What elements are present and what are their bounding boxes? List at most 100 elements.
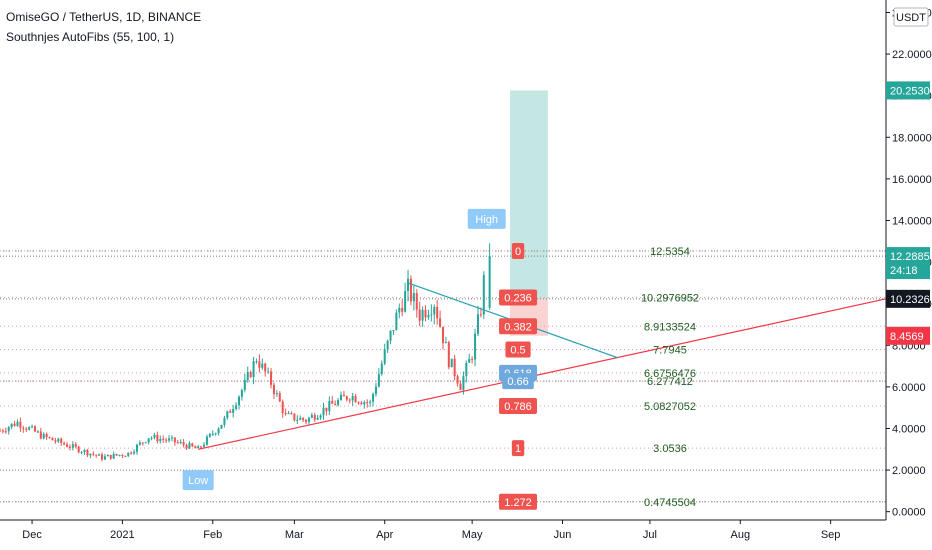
candle-body: [156, 434, 159, 442]
candle-body: [366, 402, 369, 404]
candle-body: [150, 437, 153, 439]
candle-body: [112, 453, 115, 459]
candle-body: [421, 309, 424, 321]
candle-body: [0, 430, 2, 432]
candle-body: [45, 433, 48, 438]
candle-body: [144, 442, 147, 444]
y-tick-label: 0.0000: [892, 507, 926, 519]
candle-body: [86, 449, 89, 456]
fib-ratio-label: 0: [515, 246, 521, 258]
fib-ratio-label: 0.5: [510, 345, 525, 357]
candle-body: [200, 446, 203, 448]
candle-body: [369, 401, 372, 403]
candle-body: [170, 437, 173, 439]
candle-body: [272, 384, 275, 394]
candle-body: [450, 358, 453, 368]
candle-body: [424, 309, 427, 318]
candle-body: [39, 431, 42, 439]
candle-body: [415, 293, 418, 310]
candle-body: [153, 434, 156, 438]
annotation-low-box: [182, 470, 214, 491]
candle-body: [456, 376, 459, 384]
candle-body: [345, 396, 348, 400]
candle-body: [430, 314, 433, 316]
candle-body: [98, 454, 101, 456]
x-tick-label: Sep: [821, 529, 841, 541]
y-tick-label: 16.0000: [892, 174, 932, 186]
fib-badge-1: [499, 289, 538, 306]
candle-body: [109, 454, 112, 459]
candle-body: [1, 430, 4, 432]
candle-body: [141, 442, 144, 444]
fib-value-label: 5.0827052: [644, 401, 696, 413]
candle-body: [115, 453, 118, 456]
candle-body: [339, 394, 343, 401]
candle-body: [264, 363, 267, 372]
candle-body: [331, 400, 334, 404]
fib-badge-8: [499, 493, 538, 510]
candle-body: [278, 393, 281, 402]
candle-body: [22, 427, 25, 429]
fib-value-label: 6.277412: [647, 376, 693, 388]
candle-body: [124, 455, 127, 457]
candle-body: [51, 437, 54, 441]
candle-body: [377, 374, 380, 387]
price-tag-text: 10.2326: [890, 294, 930, 306]
candle-body: [479, 314, 482, 316]
fib-value-label: 0.4745504: [644, 497, 696, 509]
candle-body: [127, 452, 130, 457]
candle-body: [217, 428, 220, 434]
candle-body: [77, 446, 80, 453]
candle-body: [179, 442, 182, 444]
x-tick-label: Jul: [643, 529, 657, 541]
candle-body: [135, 444, 139, 452]
candle-body: [10, 423, 13, 428]
annotation-high-box: [467, 208, 506, 229]
candle-body: [252, 361, 255, 378]
candle-body: [392, 330, 395, 332]
candle-body: [220, 424, 223, 429]
candle-body: [316, 417, 319, 420]
price-tag-8.4569: [886, 326, 930, 345]
fib-value-label: 7.7945: [653, 345, 687, 357]
trend-line-support: [198, 298, 887, 450]
indicator-label[interactable]: Southnjes AutoFibs (55, 100, 1): [6, 30, 175, 44]
candle-body: [246, 372, 249, 380]
candle-body: [360, 402, 363, 405]
price-tag-12.2885: [886, 247, 930, 280]
fib-ratio-label: 1.272: [504, 497, 532, 509]
candle-body: [348, 399, 351, 401]
candle-body: [106, 454, 109, 457]
candle-body: [173, 437, 176, 443]
candle-body: [363, 402, 366, 405]
y-tick-label: 14.0000: [892, 215, 932, 227]
candle-body: [293, 413, 296, 421]
fib-ratio-label: 0.236: [504, 292, 532, 304]
candle-body: [249, 372, 252, 378]
last-candle-body: [488, 256, 491, 308]
candle-body: [42, 433, 45, 439]
candle-body: [374, 386, 377, 394]
candle-body: [103, 456, 106, 460]
candle-body: [270, 371, 273, 385]
candle-body: [383, 349, 386, 364]
y-tick-label: 4.0000: [892, 423, 926, 435]
candle-body: [468, 358, 471, 363]
candle-body: [299, 417, 302, 420]
candle-body: [235, 405, 238, 409]
unit-label: USDT: [896, 12, 926, 24]
fib-value-label: 3.0536: [653, 443, 687, 455]
y-tick-label: 18.0000: [892, 132, 932, 144]
x-tick-label: 2021: [110, 529, 134, 541]
candle-body: [214, 433, 217, 435]
candle-body: [74, 444, 77, 447]
candle-body: [60, 438, 63, 444]
candle-body: [444, 342, 447, 344]
candle-body: [476, 314, 479, 334]
candle-body: [418, 309, 421, 321]
candle-body: [389, 330, 392, 341]
candle-body: [404, 291, 407, 312]
candle-body: [284, 413, 287, 415]
